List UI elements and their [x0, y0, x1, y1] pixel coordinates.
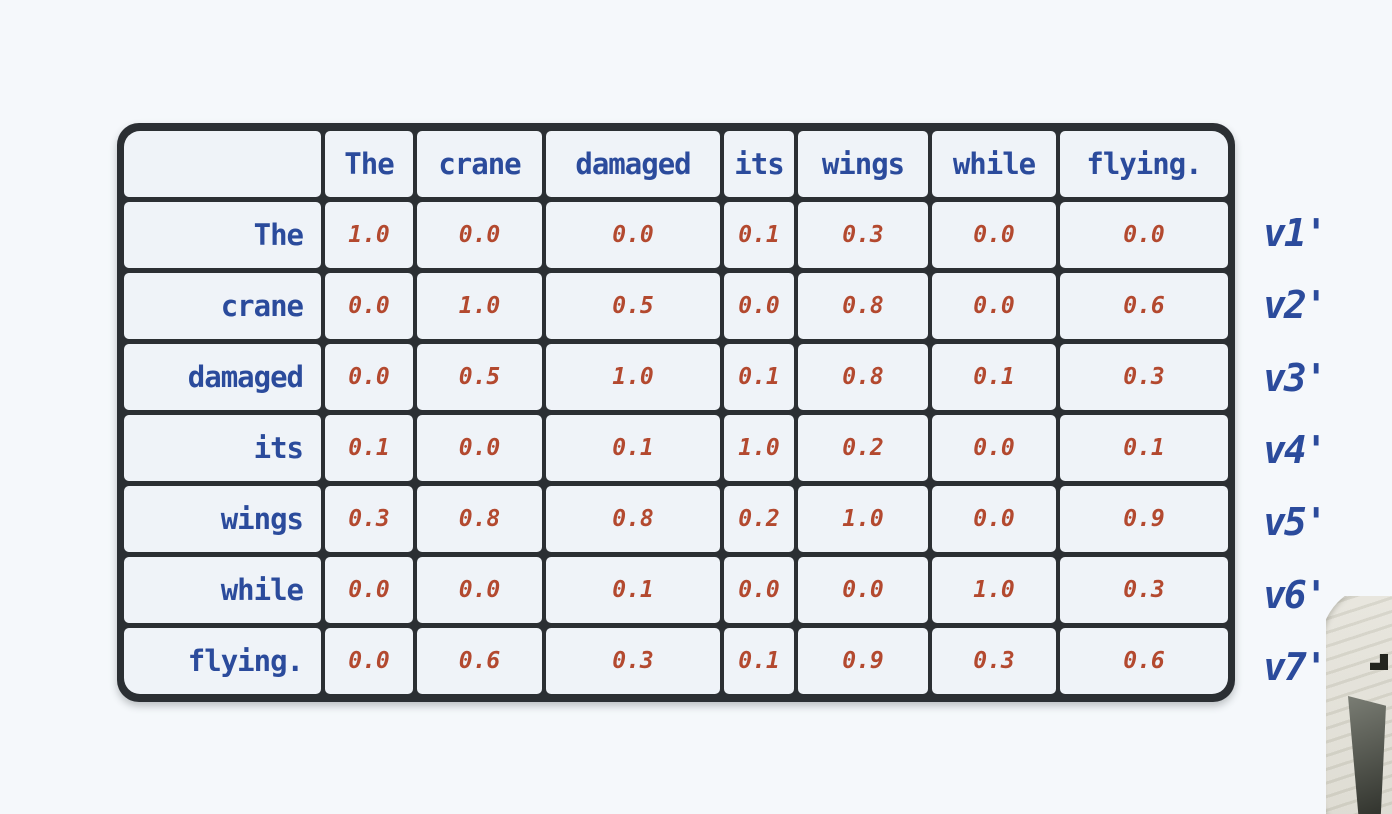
matrix-cell: 0.6: [1060, 628, 1228, 694]
matrix-cell: 0.3: [325, 486, 413, 552]
matrix-cell: 0.0: [932, 273, 1056, 339]
matrix-cell: 0.8: [546, 486, 720, 552]
column-header: flying.: [1060, 131, 1228, 197]
matrix-cell: 0.3: [1060, 344, 1228, 410]
table-row: crane 0.0 1.0 0.5 0.0 0.8 0.0 0.6: [124, 273, 1228, 339]
column-header: The: [325, 131, 413, 197]
vector-label: v2': [1263, 283, 1328, 328]
corner-cell: [124, 131, 321, 197]
matrix-cell: 0.1: [724, 202, 794, 268]
matrix-cell: 0.5: [417, 344, 542, 410]
vector-label: v6': [1263, 572, 1328, 617]
row-header: The: [124, 202, 321, 268]
matrix-cell: 0.1: [932, 344, 1056, 410]
row-header: its: [124, 415, 321, 481]
matrix-cell: 0.0: [325, 557, 413, 623]
output-vector-labels: v1' v2' v3' v4' v5' v6' v7': [1263, 197, 1328, 703]
matrix-cell: 0.0: [417, 557, 542, 623]
matrix-cell: 0.3: [798, 202, 928, 268]
table-row: damaged 0.0 0.5 1.0 0.1 0.8 0.1 0.3: [124, 344, 1228, 410]
table-row: its 0.1 0.0 0.1 1.0 0.2 0.0 0.1: [124, 415, 1228, 481]
row-header: damaged: [124, 344, 321, 410]
table-row: flying. 0.0 0.6 0.3 0.1 0.9 0.3 0.6: [124, 628, 1228, 694]
table-row: The 1.0 0.0 0.0 0.1 0.3 0.0 0.0: [124, 202, 1228, 268]
vector-label: v7': [1263, 644, 1328, 689]
matrix-cell: 0.0: [325, 628, 413, 694]
matrix-cell: 0.0: [724, 273, 794, 339]
matrix-cell: 0.0: [417, 202, 542, 268]
matrix-cell: 1.0: [546, 344, 720, 410]
matrix-cell: 0.0: [417, 415, 542, 481]
matrix-cell: 0.6: [417, 628, 542, 694]
matrix-cell: 0.1: [546, 557, 720, 623]
column-header: damaged: [546, 131, 720, 197]
matrix-cell: 0.0: [325, 273, 413, 339]
matrix-cell: 1.0: [417, 273, 542, 339]
column-header: crane: [417, 131, 542, 197]
matrix-cell: 0.2: [724, 486, 794, 552]
vector-label: v5': [1263, 500, 1328, 545]
column-header: its: [724, 131, 794, 197]
matrix-cell: 0.8: [417, 486, 542, 552]
table-row: while 0.0 0.0 0.1 0.0 0.0 1.0 0.3: [124, 557, 1228, 623]
paper-crane-image: [1326, 596, 1392, 814]
matrix-cell: 0.0: [1060, 202, 1228, 268]
matrix-cell: 0.0: [724, 557, 794, 623]
table-row: wings 0.3 0.8 0.8 0.2 1.0 0.0 0.9: [124, 486, 1228, 552]
matrix-cell: 0.1: [1060, 415, 1228, 481]
matrix-cell: 1.0: [798, 486, 928, 552]
matrix-cell: 0.3: [1060, 557, 1228, 623]
column-header: while: [932, 131, 1056, 197]
matrix-cell: 0.1: [724, 344, 794, 410]
similarity-matrix-table: The crane damaged its wings while flying…: [117, 123, 1235, 702]
row-header: wings: [124, 486, 321, 552]
row-header: while: [124, 557, 321, 623]
matrix-cell: 0.1: [546, 415, 720, 481]
matrix-cell: 0.5: [546, 273, 720, 339]
matrix-cell: 0.0: [932, 202, 1056, 268]
matrix-cell: 0.1: [724, 628, 794, 694]
vector-label: v1': [1263, 211, 1328, 256]
matrix: The crane damaged its wings while flying…: [120, 126, 1232, 699]
matrix-cell: 0.9: [798, 628, 928, 694]
matrix-cell: 0.3: [546, 628, 720, 694]
matrix-cell: 0.8: [798, 344, 928, 410]
row-header: flying.: [124, 628, 321, 694]
row-header: crane: [124, 273, 321, 339]
matrix-cell: 1.0: [724, 415, 794, 481]
column-header: wings: [798, 131, 928, 197]
matrix-cell: 0.3: [932, 628, 1056, 694]
matrix-cell: 0.0: [325, 344, 413, 410]
matrix-cell: 1.0: [932, 557, 1056, 623]
vector-label: v3': [1263, 355, 1328, 400]
matrix-cell: 1.0: [325, 202, 413, 268]
matrix-cell: 0.0: [932, 486, 1056, 552]
matrix-cell: 0.2: [798, 415, 928, 481]
matrix-cell: 0.6: [1060, 273, 1228, 339]
vector-label: v4': [1263, 428, 1328, 473]
matrix-cell: 0.1: [325, 415, 413, 481]
matrix-cell: 0.0: [546, 202, 720, 268]
matrix-cell: 0.8: [798, 273, 928, 339]
matrix-cell: 0.0: [932, 415, 1056, 481]
header-row: The crane damaged its wings while flying…: [124, 131, 1228, 197]
matrix-cell: 0.9: [1060, 486, 1228, 552]
matrix-cell: 0.0: [798, 557, 928, 623]
